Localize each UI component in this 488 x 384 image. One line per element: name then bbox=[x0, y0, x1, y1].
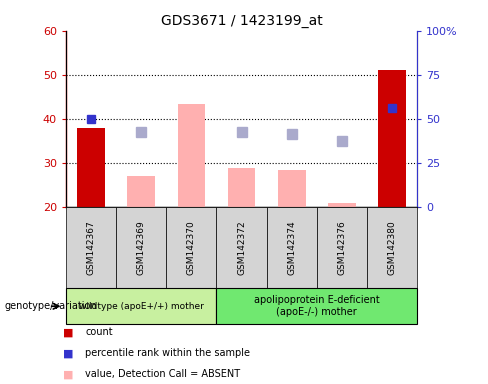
Text: GSM142367: GSM142367 bbox=[86, 220, 96, 275]
Text: ■: ■ bbox=[63, 348, 74, 358]
Text: GSM142372: GSM142372 bbox=[237, 220, 246, 275]
Bar bbox=[278, 170, 305, 207]
Bar bbox=[127, 177, 155, 207]
Text: percentile rank within the sample: percentile rank within the sample bbox=[85, 348, 250, 358]
Text: GSM142369: GSM142369 bbox=[137, 220, 146, 275]
Text: value, Detection Call = ABSENT: value, Detection Call = ABSENT bbox=[85, 369, 241, 379]
Bar bbox=[328, 203, 356, 207]
Text: genotype/variation: genotype/variation bbox=[5, 301, 98, 311]
Text: GSM142374: GSM142374 bbox=[287, 220, 296, 275]
Text: ■: ■ bbox=[63, 327, 74, 337]
Bar bbox=[378, 70, 406, 207]
Text: apolipoprotein E-deficient
(apoE-/-) mother: apolipoprotein E-deficient (apoE-/-) mot… bbox=[254, 295, 380, 317]
Title: GDS3671 / 1423199_at: GDS3671 / 1423199_at bbox=[161, 14, 323, 28]
Bar bbox=[77, 128, 105, 207]
Text: wildtype (apoE+/+) mother: wildtype (apoE+/+) mother bbox=[79, 302, 203, 311]
Text: ■: ■ bbox=[63, 369, 74, 379]
Text: GSM142376: GSM142376 bbox=[337, 220, 346, 275]
Text: GSM142370: GSM142370 bbox=[187, 220, 196, 275]
Text: GSM142380: GSM142380 bbox=[387, 220, 397, 275]
Bar bbox=[178, 104, 205, 207]
Text: count: count bbox=[85, 327, 113, 337]
Bar bbox=[228, 167, 255, 207]
